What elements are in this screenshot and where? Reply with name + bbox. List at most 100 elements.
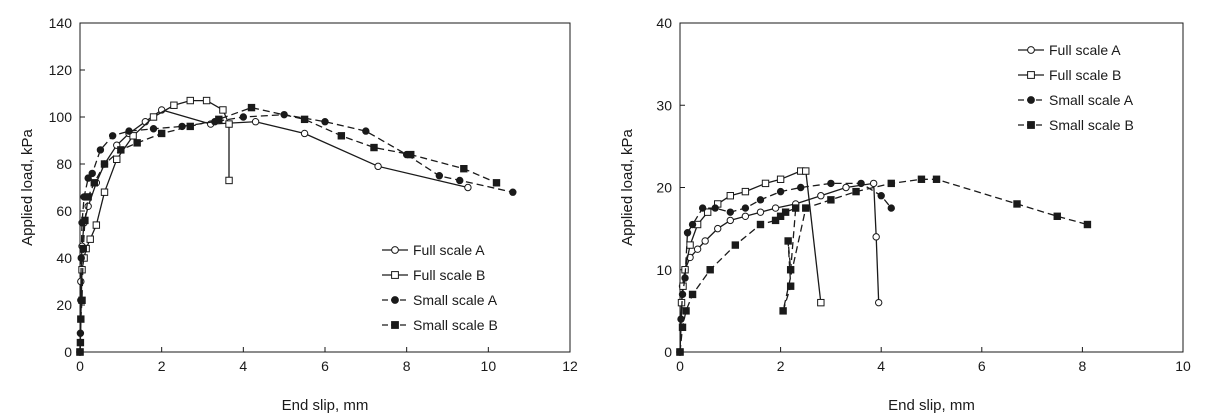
left-legend-label: Full scale A: [413, 242, 485, 258]
right-series-small-scale-b-point: [786, 282, 795, 290]
right-y-tick-label: 10: [656, 262, 672, 278]
right-series-small-scale-b-line: [679, 178, 1088, 353]
right-series-small-scale-b-point: [676, 348, 684, 356]
right-series-small-scale-b-point: [852, 187, 860, 196]
left-series-full-scale-b: [76, 96, 233, 356]
left-series-small-scale-b-point: [90, 179, 98, 187]
left-series-small-scale-b-point: [337, 132, 346, 140]
left-series-full-scale-b-point: [219, 106, 227, 114]
right-series-full-scale-a-point: [817, 192, 825, 200]
right-y-tick-label: 20: [656, 180, 672, 196]
right-series-small-scale-b-point: [756, 220, 765, 229]
left-series-small-scale-b: [76, 103, 501, 356]
right-x-tick-label: 8: [1079, 358, 1087, 374]
right-series-full-scale-b-point: [802, 167, 810, 175]
right-series-small-scale-a-point: [776, 187, 785, 196]
right-series-small-scale-b-point: [771, 216, 780, 225]
left-series-full-scale-a-point: [251, 118, 260, 126]
left-series-small-scale-b-point: [79, 244, 87, 253]
right-series-full-scale-a-point: [874, 298, 883, 307]
right-series-full-scale-b-point: [679, 282, 687, 290]
left-legend-marker: [391, 296, 399, 304]
left-series-small-scale-b-point: [215, 115, 223, 124]
right-y-tick-label: 0: [664, 344, 672, 360]
left-y-tick-label: 140: [49, 15, 73, 31]
right-series-full-scale-b: [676, 167, 825, 356]
left-series-full-scale-b-point: [129, 132, 137, 140]
right-legend-marker: [1027, 46, 1035, 54]
left-series-small-scale-b-point: [78, 296, 86, 305]
left-series-full-scale-b-point: [225, 120, 233, 128]
left-series-small-scale-a-point: [435, 172, 444, 180]
left-series-full-scale-b-point: [100, 188, 109, 196]
right-series-small-scale-a-point: [827, 179, 835, 188]
left-series-full-scale-b-point: [170, 101, 178, 109]
right-series-full-scale-a-point: [869, 179, 878, 188]
right-x-tick-label: 6: [978, 358, 986, 374]
left-x-tick-label: 6: [321, 358, 329, 374]
left-series-small-scale-b-point: [460, 165, 468, 173]
left-legend-label: Small scale A: [413, 292, 498, 308]
right-series-small-scale-b-point: [682, 307, 690, 315]
left-series-full-scale-b-point: [202, 96, 211, 105]
right-series-small-scale-b-point: [932, 175, 941, 183]
right-series-small-scale-b-point: [917, 175, 926, 183]
right-series-small-scale-a-point: [698, 204, 707, 212]
left-series-small-scale-b-point: [76, 338, 85, 347]
right-series-small-scale-a-point: [681, 274, 689, 282]
right-series-small-scale-b-point: [706, 266, 714, 274]
right-series-small-scale-a-point: [741, 204, 750, 212]
left-series-full-scale-a-line: [79, 109, 469, 353]
left-series-small-scale-b-point: [84, 193, 92, 201]
right-series-full-scale-a-point: [701, 237, 709, 245]
right-legend: Full scale A Full scale B Small scale A Sma…: [1018, 42, 1134, 133]
left-x-tick-label: 4: [239, 358, 247, 374]
left-y-tick-label: 40: [56, 250, 72, 266]
left-series-small-scale-b-point: [77, 315, 85, 323]
right-series-small-scale-a-point: [877, 192, 885, 200]
left-series-small-scale-b-point: [247, 103, 256, 112]
right-series-small-scale-a-point: [678, 290, 687, 299]
left-series-full-scale-b-point: [149, 113, 158, 121]
left-y-axis-label: Applied load, kPa: [19, 128, 36, 245]
right-series-small-scale-a-point: [887, 204, 895, 212]
left-legend-label: Full scale B: [413, 267, 485, 283]
right-series-small-scale-b-point: [802, 204, 810, 212]
right-series-small-scale-a-point: [711, 204, 719, 212]
left-series-small-scale-a-point: [321, 118, 329, 126]
left-y-tick-label: 60: [56, 203, 72, 219]
right-x-axis-label: End slip, mm: [888, 397, 975, 414]
left-y-tick-label: 0: [64, 344, 72, 360]
right-legend-marker: [1027, 96, 1035, 104]
left-series-small-scale-a-point: [456, 176, 464, 185]
right-series-small-scale-b-point: [1083, 220, 1092, 229]
right-series-small-scale-b-point: [1013, 200, 1021, 208]
right-series-small-scale-b-point: [784, 237, 792, 245]
left-series-small-scale-b-point: [100, 160, 109, 168]
left-series-small-scale-b-point: [81, 216, 89, 225]
right-series-full-scale-b-line: [679, 170, 822, 353]
right-y-tick-label: 30: [656, 97, 672, 113]
right-series-small-scale-b-point: [827, 196, 835, 204]
right-x-tick-label: 4: [877, 358, 885, 374]
left-x-tick-label: 2: [158, 358, 166, 374]
right-series-small-scale-a: [676, 179, 895, 356]
left-legend-marker: [391, 271, 399, 279]
left-series-small-scale-b-point: [117, 146, 125, 154]
right-series-full-scale-a-point: [693, 245, 702, 253]
left-legend-marker: [391, 246, 399, 254]
right-series-full-scale-a-point: [872, 233, 880, 241]
right-legend-label: Full scale B: [1049, 67, 1121, 83]
right-x-tick-label: 0: [676, 358, 684, 374]
right-series-small-scale-a-point: [756, 196, 765, 204]
right-series-small-scale-b-point: [678, 323, 687, 332]
left-series-small-scale-b-line: [79, 106, 497, 353]
right-series-full-scale-b-point: [741, 187, 750, 196]
left-series-small-scale-a-point: [149, 125, 158, 133]
left-series-small-scale-b-point: [492, 179, 501, 187]
right-series-small-scale-b-point: [731, 241, 740, 249]
left-series-small-scale-a-point: [84, 174, 92, 182]
left-series-full-scale-a-point: [300, 129, 309, 138]
